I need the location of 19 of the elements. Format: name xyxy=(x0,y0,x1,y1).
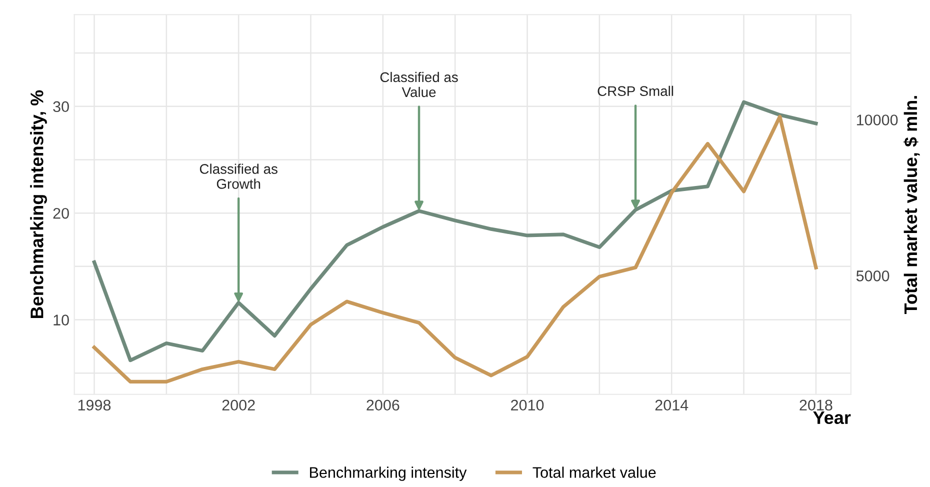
annotation: CRSP Small xyxy=(598,86,674,96)
y-tick-label: 30 xyxy=(53,101,69,112)
legend-label: Benchmarking intensity xyxy=(310,466,467,481)
x-axis-title: Year xyxy=(813,411,851,424)
x-tick-label: 2010 xyxy=(511,400,544,411)
y2-tick-label: 10000 xyxy=(856,114,898,126)
x-tick-label: 2018 xyxy=(800,400,832,411)
y-tick-label: 20 xyxy=(53,208,69,219)
annotation: Classified as Growth xyxy=(200,164,278,189)
y-axis-title: Benchmarking intensity, % xyxy=(30,90,47,318)
y-tick-label: 10 xyxy=(54,314,69,326)
annotation: Classified as Value xyxy=(380,72,458,98)
legend-label: Total market value xyxy=(532,466,656,478)
x-tick-label: 2014 xyxy=(655,400,688,411)
x-tick-label: 1998 xyxy=(78,400,111,411)
x-tick-label: 2002 xyxy=(222,400,255,411)
y2-tick-label: 5000 xyxy=(856,270,890,282)
x-tick-label: 2006 xyxy=(366,400,400,411)
y2-axis-title: Total market value, $ mln. xyxy=(904,96,920,314)
